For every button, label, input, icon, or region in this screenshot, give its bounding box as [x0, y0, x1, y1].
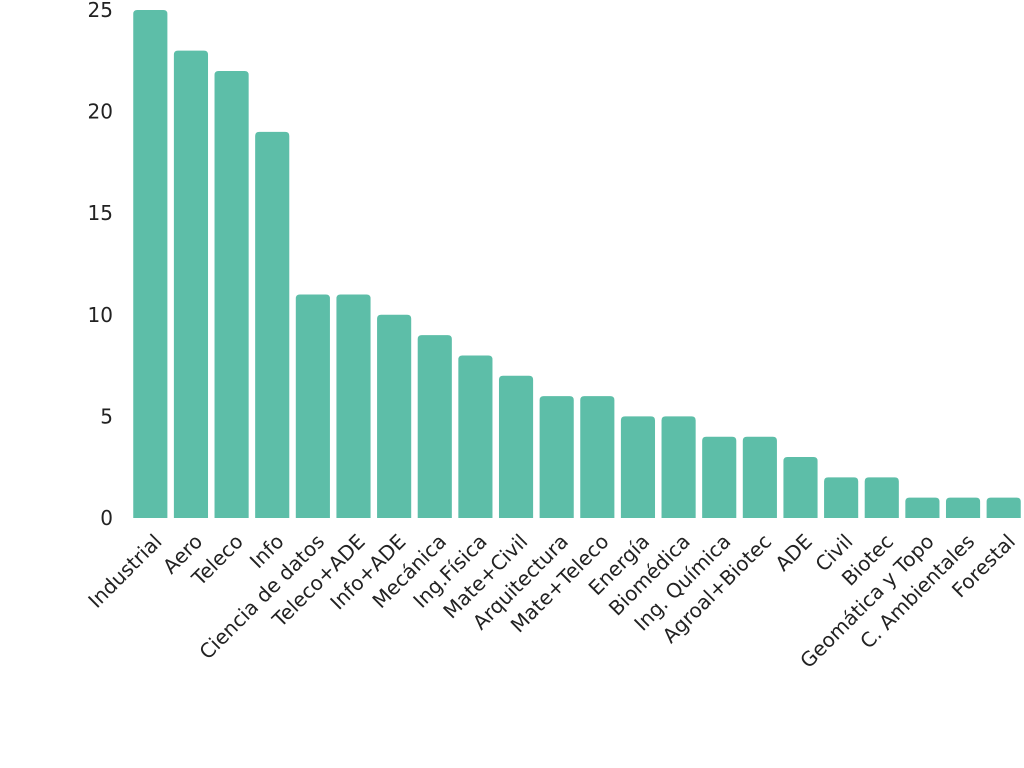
- bar: [458, 355, 493, 518]
- bar: [783, 457, 818, 518]
- bar: [133, 10, 168, 518]
- y-tick-label: 5: [100, 404, 113, 428]
- x-tick-label: ADE: [770, 529, 816, 575]
- bar: [864, 477, 899, 518]
- bar: [336, 294, 371, 518]
- bar: [945, 497, 981, 518]
- bar: [580, 396, 615, 518]
- bar: [498, 375, 534, 518]
- bar: [173, 50, 209, 518]
- bar: [255, 131, 290, 519]
- y-tick-label: 20: [88, 100, 113, 124]
- bar: [742, 436, 777, 518]
- bars-group: [133, 10, 1021, 519]
- bar: [620, 416, 656, 518]
- bar: [377, 314, 412, 518]
- bar: [417, 335, 452, 518]
- y-tick-label: 25: [88, 0, 113, 22]
- bar: [986, 497, 1021, 518]
- y-axis-ticks: 0 5 10 15 20 25: [88, 0, 113, 530]
- bar: [905, 497, 940, 518]
- bar: [295, 294, 330, 518]
- y-tick-label: 0: [100, 506, 113, 530]
- bar: [824, 477, 859, 518]
- x-tick-label: Industrial: [83, 529, 166, 612]
- bar: [214, 70, 249, 519]
- bar: [539, 396, 574, 518]
- bar: [702, 436, 737, 518]
- y-tick-label: 15: [88, 201, 113, 225]
- y-tick-label: 10: [88, 303, 113, 327]
- bar: [661, 416, 696, 518]
